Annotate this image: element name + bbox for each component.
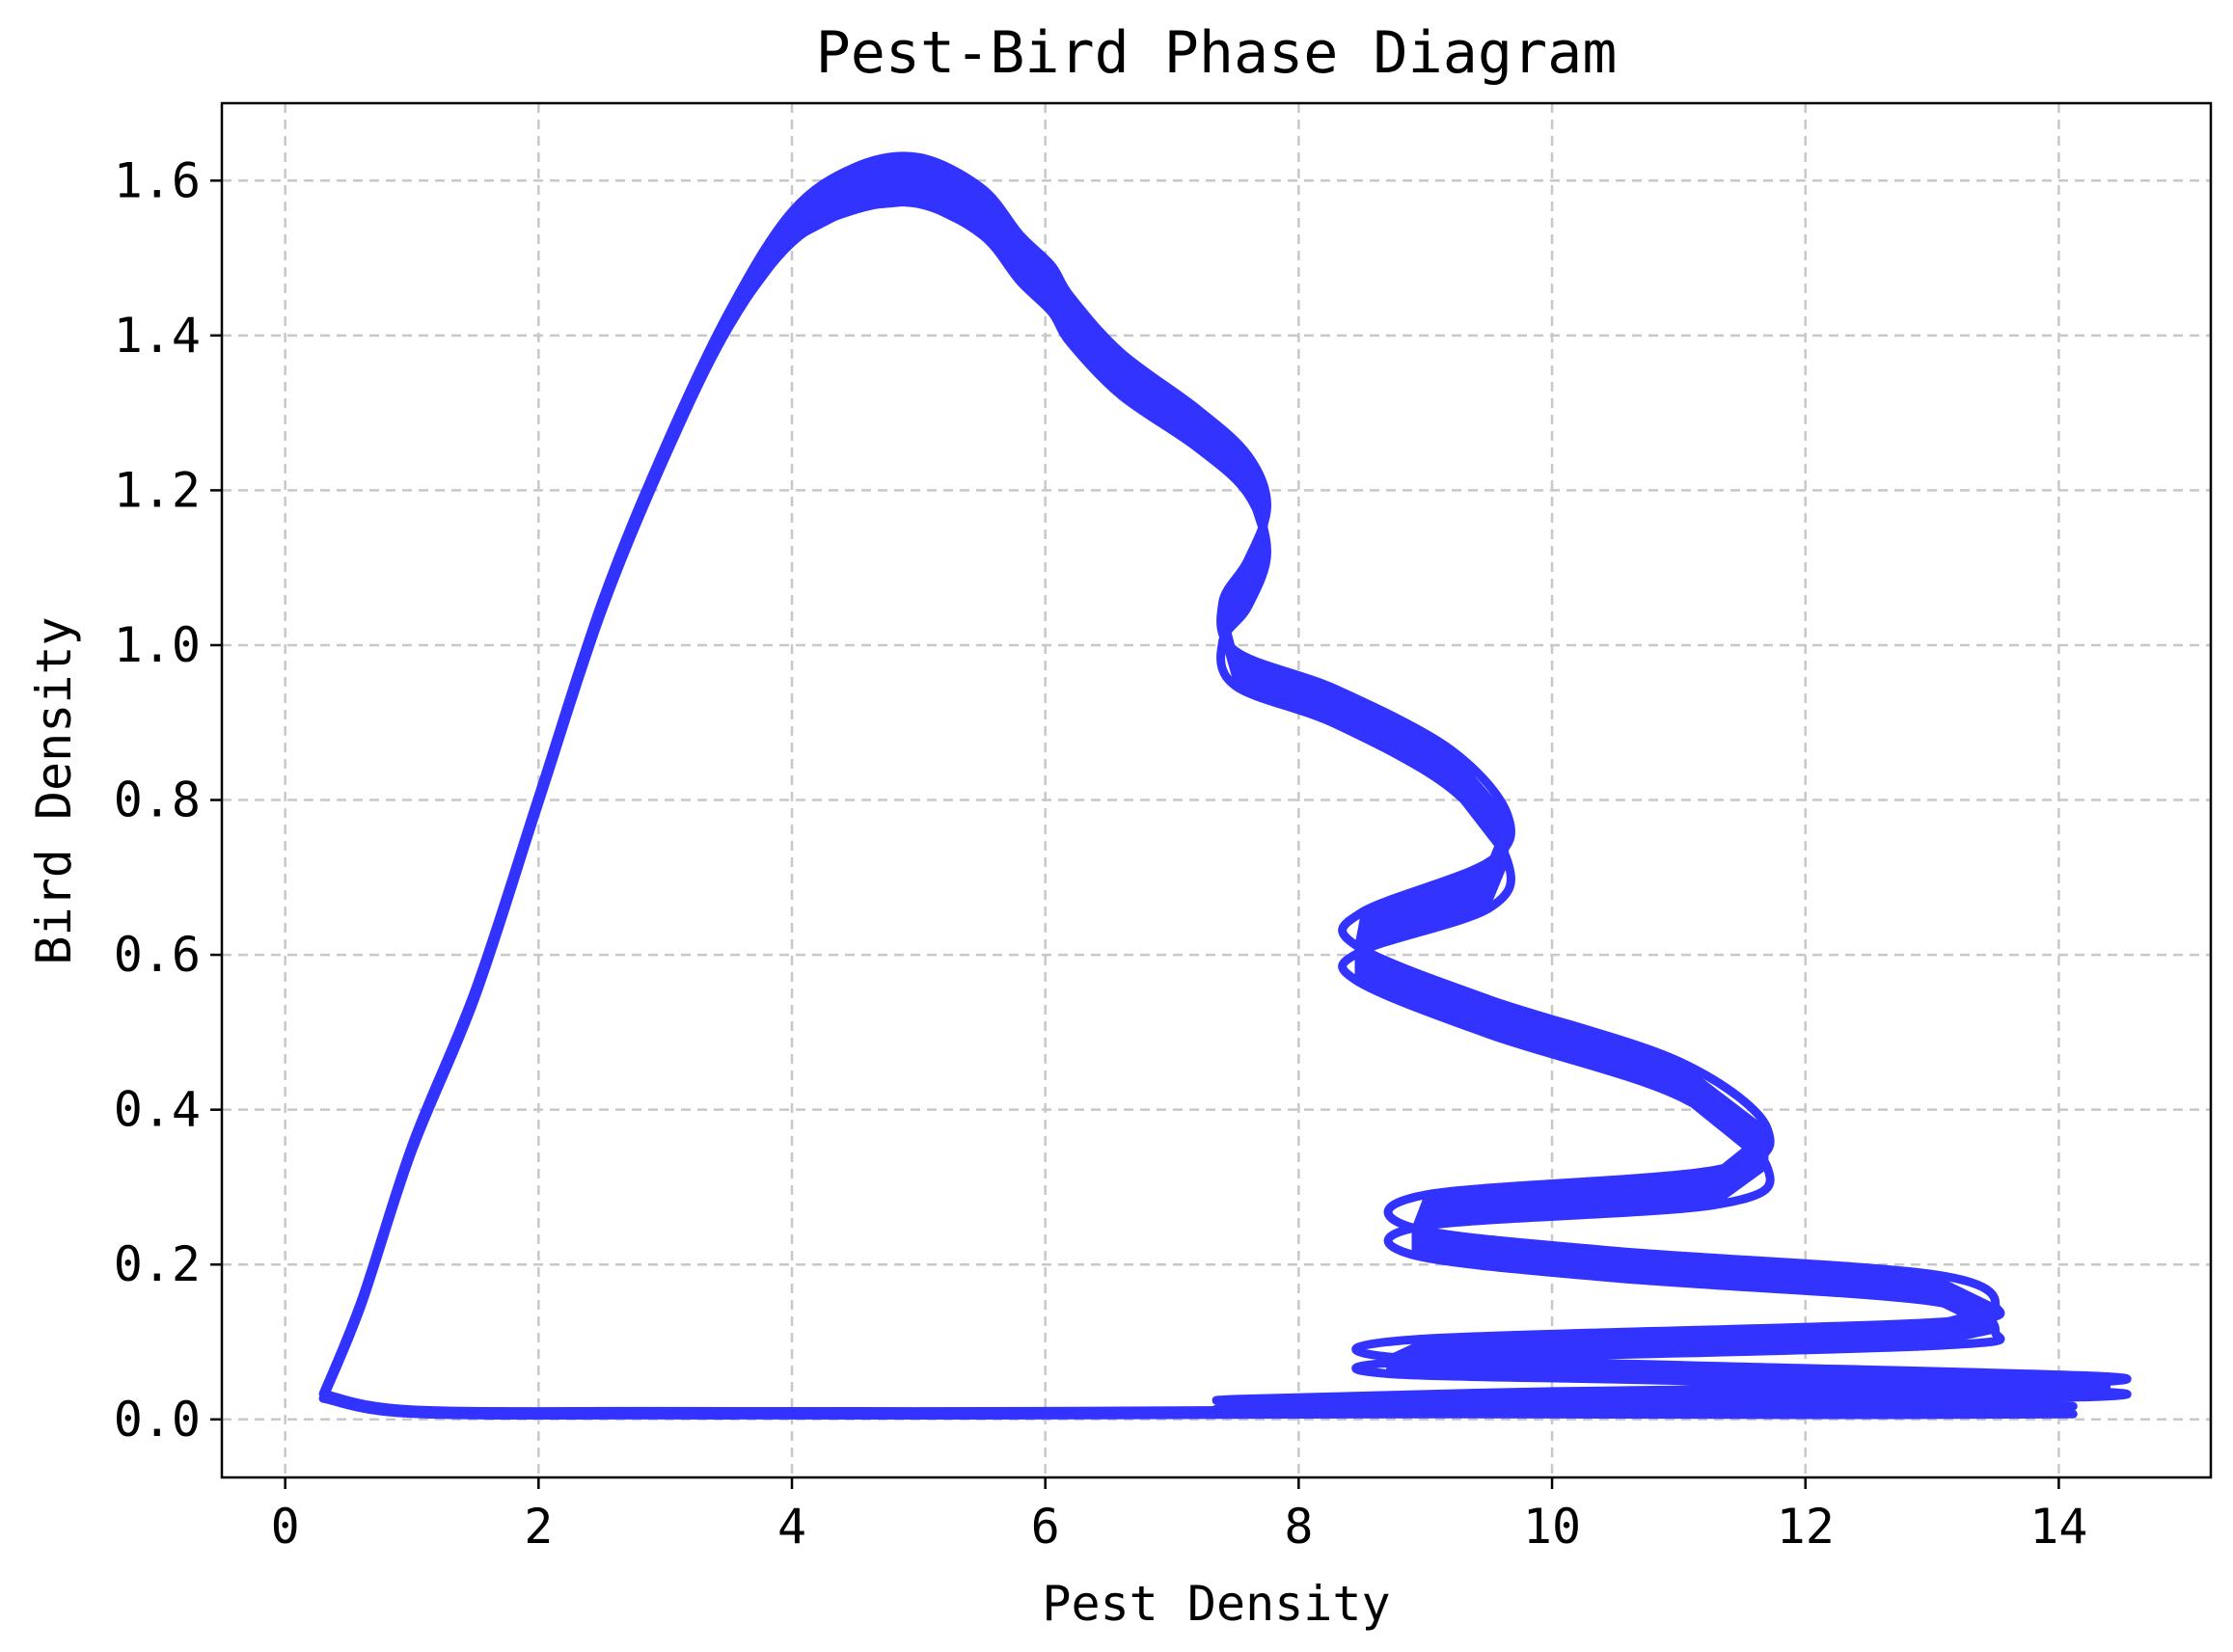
y-tick-label: 0.6 [114,927,201,983]
series-0-point [1246,582,1249,584]
series-0-point [1234,667,1237,670]
series-0-point [854,187,857,190]
y-tick-label: 1.2 [114,462,201,518]
series-0-point [1677,1371,1680,1374]
series-0-point [791,226,793,229]
x-axis-label: Pest Density [1042,1576,1390,1632]
series-0-point [1424,1348,1427,1351]
series-layer [318,151,2132,1421]
series-0-point [1120,373,1123,375]
series-0-point [537,799,540,801]
series-0-point [1931,1286,1934,1289]
series-0-point [1411,1240,1414,1243]
series-0-point [1246,474,1249,476]
series-0-band-segment [854,156,920,211]
series-0-point [1354,961,1357,964]
y-tick-label: 1.6 [114,152,201,208]
series-0-point [1804,1410,1807,1413]
series-0-point [1994,1317,1997,1320]
y-tick-label: 0.0 [114,1392,201,1448]
series-0-point [1551,1396,1553,1399]
series-0-point [1677,1077,1680,1080]
y-tick-label: 1.4 [114,308,201,364]
y-tick-label: 0.8 [114,772,201,828]
series-0-point [1931,1333,1934,1336]
y-tick-label: 0.4 [114,1082,201,1138]
series-0-band-segment [664,1410,1047,1417]
series-0-point [1221,620,1224,623]
series-0-point [1994,1391,1997,1394]
series-0-point [1266,528,1268,530]
series-0-point [1487,883,1490,886]
series-0-point [1766,1147,1769,1150]
x-tick-label: 12 [1777,1499,1835,1555]
series-0-point [1070,318,1072,321]
series-0-point [1386,1364,1389,1367]
series-0-point [981,210,983,213]
series-0-point [2070,1409,2073,1412]
tick-layer: 0 2 4 6 8 10 12 14 0.0 0.2 0.4 0.6 0.8 1.0 1.2 1.4 1.6 [114,152,2088,1555]
series-0-point [1614,1263,1617,1266]
series-0-band-segment [1804,1405,2073,1417]
x-tick-label: 14 [2029,1499,2087,1555]
series-0-band-segment [1234,1397,1300,1411]
series-0-point [1361,931,1363,933]
x-tick-label: 6 [1031,1499,1060,1555]
series-0-point [727,318,730,321]
series-0-point [1019,257,1021,259]
series-0-band-segment [1424,1407,1807,1417]
chart-title: Pest-Bird Phase Diagram [816,19,1618,87]
series-0-point [474,992,477,995]
x-tick-label: 0 [271,1499,300,1555]
x-tick-label: 10 [1523,1499,1581,1555]
series-0-point [1196,427,1199,430]
series-0-point [1044,1412,1047,1415]
series-0-point [411,1147,413,1150]
series-0-point [322,1395,325,1397]
plot-frame [220,101,2213,1479]
series-0-point [411,1410,413,1413]
x-tick-label: 4 [777,1499,806,1555]
x-tick-label: 2 [524,1499,553,1555]
x-tick-label: 8 [1284,1499,1313,1555]
series-0-point [601,605,603,608]
series-0-point [1507,837,1510,840]
series-0-band-segment [1044,1408,1427,1417]
series-0-point [2108,1383,2110,1386]
series-0-point [1715,1185,1718,1188]
series-0-band-segment [411,1408,667,1417]
series-0-point [360,1302,363,1305]
series-0-point [664,450,667,453]
series-0-point [1487,1016,1490,1018]
y-axis-label: Bird Density [26,616,82,964]
y-tick-label: 0.2 [114,1236,201,1292]
series-0-point [1335,706,1338,709]
series-0-point [1424,1209,1427,1211]
series-0-point [1450,768,1452,771]
series-0-point [1234,1402,1237,1405]
series-0-point [1677,1406,1680,1409]
series-0-point [917,179,920,182]
series-0-point [664,1412,667,1415]
y-tick-label: 1.0 [114,617,201,673]
series-0-point [1050,287,1053,290]
series-0-point [1424,1410,1427,1413]
series-0-point [1297,1404,1300,1407]
